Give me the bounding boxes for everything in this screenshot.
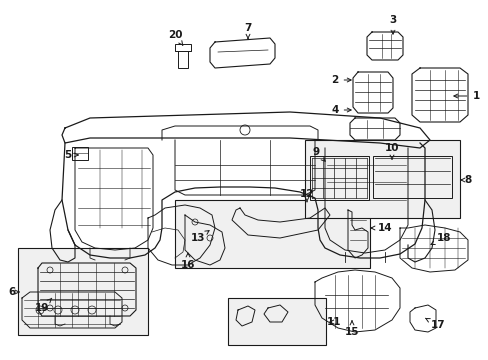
Text: 20: 20: [167, 30, 183, 45]
Text: 18: 18: [430, 233, 450, 244]
Text: 1: 1: [453, 91, 479, 101]
Text: 3: 3: [388, 15, 396, 34]
Text: 15: 15: [344, 321, 359, 337]
Text: 10: 10: [384, 143, 398, 159]
Text: 17: 17: [425, 318, 445, 330]
Bar: [178, 48, 187, 68]
Text: 11: 11: [326, 317, 341, 327]
Bar: [227, 298, 325, 345]
Text: 7: 7: [244, 23, 251, 39]
Text: 4: 4: [331, 105, 350, 115]
Text: 19: 19: [35, 298, 52, 313]
Bar: [372, 156, 451, 198]
Text: 5: 5: [64, 150, 78, 160]
Bar: [175, 44, 191, 51]
Text: 13: 13: [190, 231, 209, 243]
Text: 12: 12: [299, 189, 314, 202]
Text: 14: 14: [370, 223, 391, 233]
Text: 2: 2: [331, 75, 350, 85]
Text: 16: 16: [181, 253, 195, 270]
Text: 8: 8: [460, 175, 470, 185]
Bar: [305, 140, 459, 218]
Text: 9: 9: [312, 147, 325, 161]
Bar: [175, 200, 369, 268]
Bar: [72, 147, 88, 160]
Bar: [18, 248, 148, 335]
Bar: [309, 156, 368, 200]
Text: 6: 6: [8, 287, 19, 297]
